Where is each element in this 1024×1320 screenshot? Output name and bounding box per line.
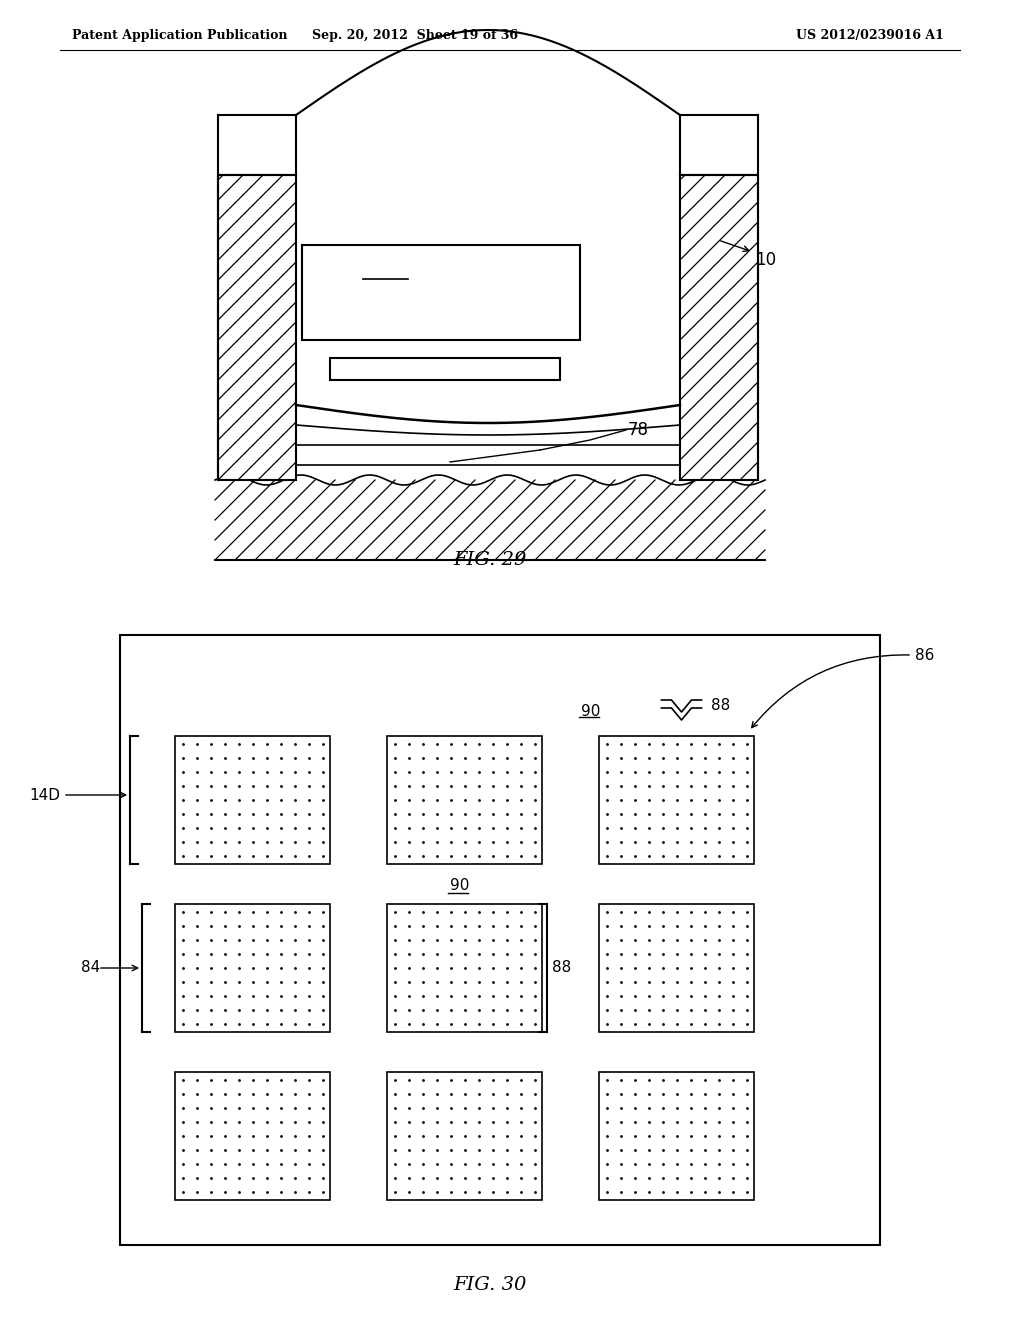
Text: 14D: 14D [365,263,399,281]
Bar [680,176,758,480]
Text: 84: 84 [318,263,339,281]
Text: 84: 84 [81,961,100,975]
Bar [302,246,580,341]
Text: 14D: 14D [29,788,60,803]
Bar [175,737,330,865]
Text: 90: 90 [450,879,469,894]
Bar [215,480,765,560]
Text: FIG. 30: FIG. 30 [454,1276,526,1294]
Bar [175,904,330,1032]
Bar [175,1072,330,1200]
Bar [330,358,560,380]
Text: 10: 10 [755,251,776,269]
Bar [599,1072,754,1200]
Bar [387,1072,542,1200]
Bar [218,176,296,480]
Bar [387,737,542,865]
Text: Sep. 20, 2012  Sheet 19 of 36: Sep. 20, 2012 Sheet 19 of 36 [312,29,518,41]
Text: 88: 88 [712,698,731,714]
Bar [387,904,542,1032]
Text: 86: 86 [915,648,934,663]
Text: 78: 78 [628,421,649,440]
Text: FIG. 29: FIG. 29 [454,550,526,569]
Bar [599,737,754,865]
Bar [599,904,754,1032]
Text: 90: 90 [581,704,600,718]
Bar [120,635,880,1245]
Text: Patent Application Publication: Patent Application Publication [72,29,288,41]
Text: 88: 88 [552,961,571,975]
Text: US 2012/0239016 A1: US 2012/0239016 A1 [796,29,944,41]
